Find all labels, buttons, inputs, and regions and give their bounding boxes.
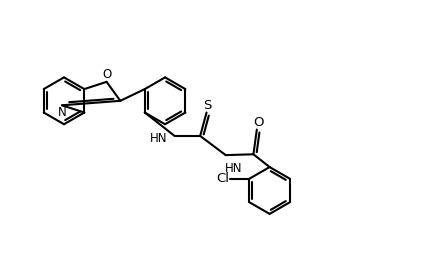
- Text: O: O: [102, 68, 111, 81]
- Text: O: O: [253, 116, 263, 129]
- Text: S: S: [203, 99, 211, 112]
- Text: Cl: Cl: [216, 172, 229, 185]
- Text: HN: HN: [224, 162, 241, 175]
- Text: HN: HN: [149, 132, 166, 145]
- Text: N: N: [57, 106, 66, 119]
